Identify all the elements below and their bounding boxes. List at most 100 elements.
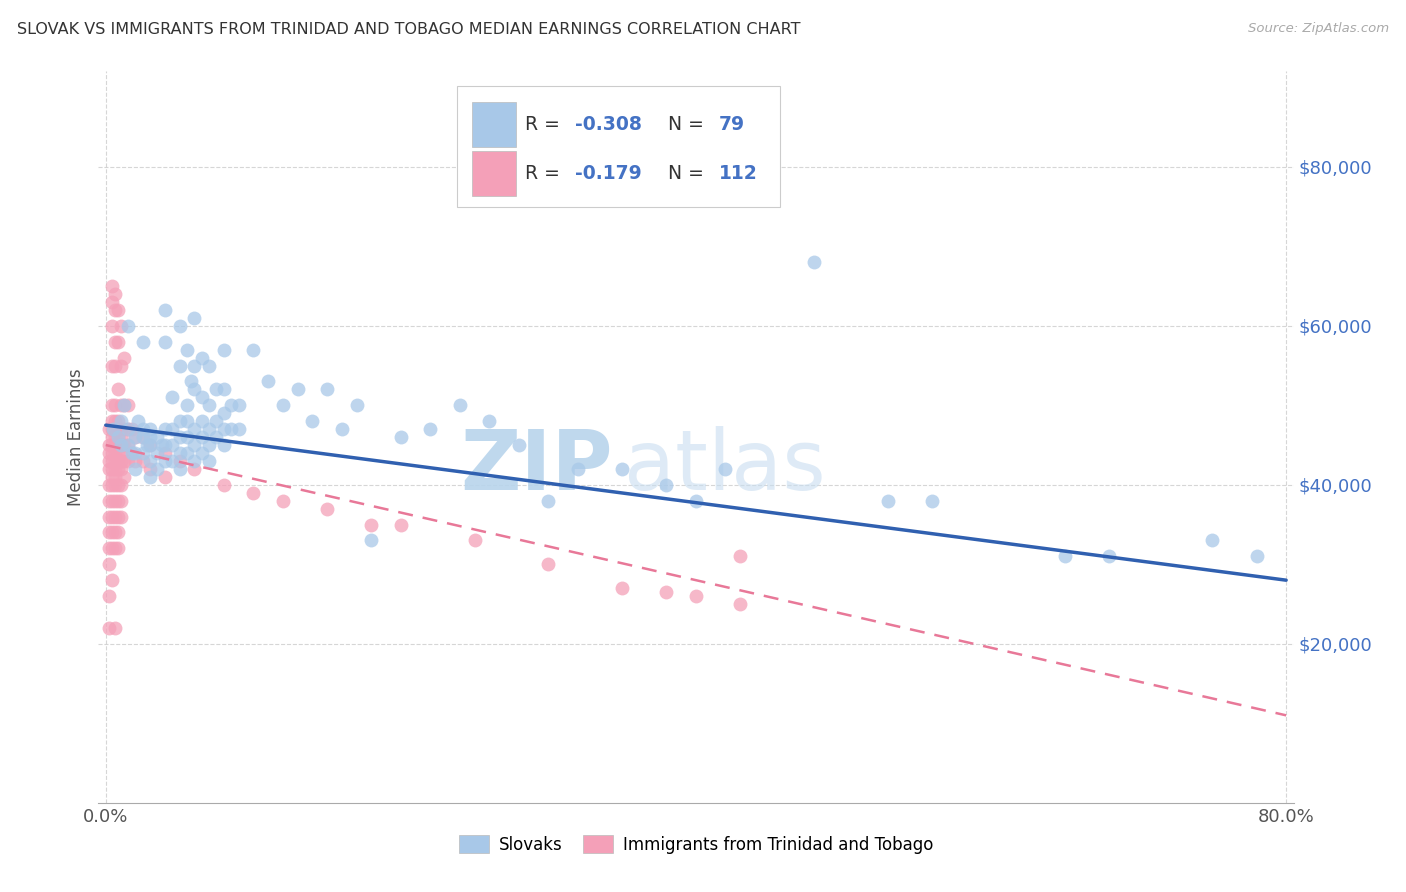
- Point: [183, 422, 205, 436]
- Point: [183, 383, 205, 397]
- Point: [110, 318, 132, 333]
- Point: [110, 462, 132, 476]
- Point: [112, 398, 135, 412]
- Point: [169, 430, 191, 444]
- Point: [153, 446, 176, 460]
- Text: R =: R =: [524, 164, 567, 183]
- Point: [139, 438, 162, 452]
- Point: [101, 422, 124, 436]
- Point: [183, 454, 205, 468]
- Point: [121, 446, 143, 460]
- Point: [316, 383, 339, 397]
- Point: [107, 422, 129, 436]
- Point: [205, 414, 228, 428]
- Point: [110, 446, 132, 460]
- Point: [190, 390, 212, 404]
- Point: [176, 343, 198, 357]
- FancyBboxPatch shape: [457, 86, 780, 207]
- Point: [110, 438, 132, 452]
- Point: [153, 422, 176, 436]
- Legend: Slovaks, Immigrants from Trinidad and Tobago: Slovaks, Immigrants from Trinidad and To…: [453, 829, 939, 860]
- Point: [104, 470, 127, 484]
- Point: [97, 462, 120, 476]
- Point: [107, 525, 129, 540]
- Point: [190, 351, 212, 365]
- Point: [198, 438, 221, 452]
- Point: [121, 422, 143, 436]
- Point: [97, 621, 120, 635]
- Point: [112, 438, 135, 452]
- Point: [876, 493, 898, 508]
- Point: [150, 438, 173, 452]
- Point: [389, 430, 412, 444]
- Point: [1201, 533, 1223, 548]
- Point: [117, 422, 139, 436]
- Point: [100, 438, 122, 452]
- Point: [685, 493, 707, 508]
- Point: [104, 438, 127, 452]
- Point: [198, 359, 221, 373]
- Point: [508, 438, 530, 452]
- Point: [100, 573, 122, 587]
- Point: [117, 318, 139, 333]
- Point: [104, 334, 127, 349]
- Point: [921, 493, 943, 508]
- Point: [212, 477, 235, 491]
- Point: [198, 398, 221, 412]
- Point: [419, 422, 441, 436]
- Point: [228, 422, 250, 436]
- Point: [117, 398, 139, 412]
- Point: [97, 509, 120, 524]
- Point: [714, 462, 737, 476]
- Point: [97, 589, 120, 603]
- Point: [131, 446, 153, 460]
- Point: [97, 446, 120, 460]
- Point: [212, 422, 235, 436]
- Point: [107, 462, 129, 476]
- Point: [212, 438, 235, 452]
- Point: [1053, 549, 1076, 564]
- Point: [728, 549, 751, 564]
- Point: [112, 351, 135, 365]
- Point: [100, 422, 122, 436]
- Text: ZIP: ZIP: [460, 425, 613, 507]
- Point: [212, 343, 235, 357]
- Point: [110, 509, 132, 524]
- Point: [198, 454, 221, 468]
- Point: [100, 279, 122, 293]
- Point: [104, 454, 127, 468]
- Point: [360, 533, 382, 548]
- Point: [100, 509, 122, 524]
- Text: Source: ZipAtlas.com: Source: ZipAtlas.com: [1249, 22, 1389, 36]
- Point: [242, 485, 264, 500]
- Point: [107, 302, 129, 317]
- Point: [212, 406, 235, 420]
- Point: [219, 422, 242, 436]
- Text: -0.179: -0.179: [575, 164, 643, 183]
- Point: [110, 493, 132, 508]
- Point: [803, 255, 825, 269]
- Point: [139, 430, 162, 444]
- Point: [117, 454, 139, 468]
- Point: [205, 430, 228, 444]
- Point: [131, 430, 153, 444]
- Point: [97, 438, 120, 452]
- Text: 112: 112: [718, 164, 758, 183]
- Point: [271, 493, 294, 508]
- Point: [117, 438, 139, 452]
- Point: [169, 454, 191, 468]
- Point: [176, 398, 198, 412]
- Point: [100, 541, 122, 556]
- Point: [612, 581, 634, 595]
- Point: [97, 422, 120, 436]
- Point: [183, 438, 205, 452]
- Text: 79: 79: [718, 115, 745, 135]
- Point: [146, 430, 169, 444]
- Point: [107, 446, 129, 460]
- Point: [1098, 549, 1121, 564]
- Point: [110, 438, 132, 452]
- Point: [655, 585, 678, 599]
- Point: [104, 446, 127, 460]
- Text: SLOVAK VS IMMIGRANTS FROM TRINIDAD AND TOBAGO MEDIAN EARNINGS CORRELATION CHART: SLOVAK VS IMMIGRANTS FROM TRINIDAD AND T…: [17, 22, 800, 37]
- Point: [449, 398, 471, 412]
